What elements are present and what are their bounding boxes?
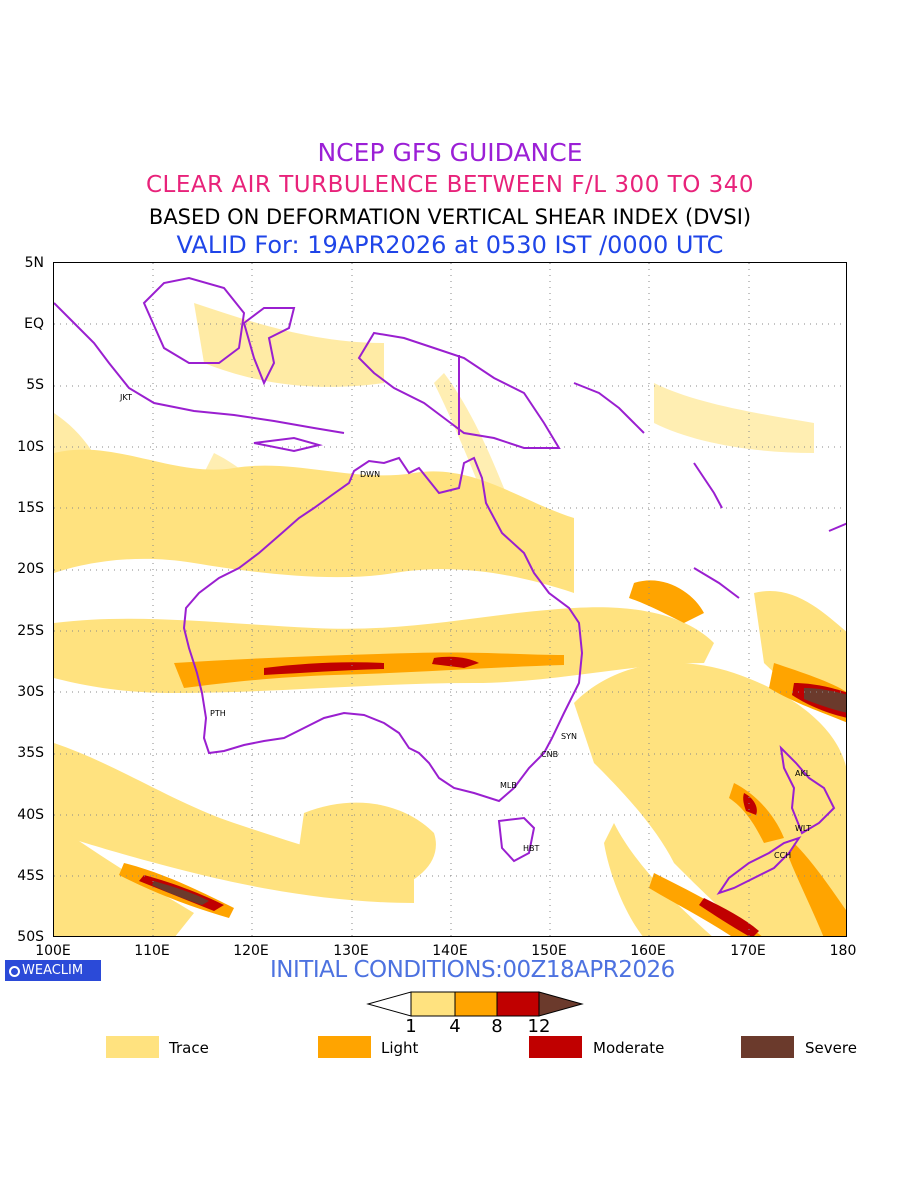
lat-label: 10S — [17, 439, 44, 455]
colorbar-tick: 12 — [527, 1016, 551, 1037]
vanuatu-coast — [693, 462, 723, 509]
lon-label: 140E — [432, 943, 468, 959]
sulawesi-coast — [242, 307, 296, 386]
logo-icon — [9, 966, 20, 977]
trace-shading — [54, 303, 846, 936]
nz-north-coast — [779, 745, 836, 835]
lon-label: 100E — [35, 943, 71, 959]
colorbar-below-1 — [366, 991, 412, 1017]
coastlines — [54, 276, 846, 895]
colorbar-light — [454, 991, 498, 1017]
colorbar-tick: 8 — [491, 1016, 503, 1037]
lon-label: 130E — [333, 943, 369, 959]
weaclim-logo: WEACLIM — [5, 960, 101, 981]
colorbar-severe — [538, 991, 584, 1017]
lat-label: 15S — [17, 500, 44, 516]
city-label: HBT — [523, 844, 540, 853]
title-line-3: BASED ON DEFORMATION VERTICAL SHEAR INDE… — [148, 205, 752, 229]
city-label: MLB — [500, 781, 517, 790]
lon-label: 110E — [134, 943, 170, 959]
new-caledonia-coast — [693, 567, 740, 599]
lat-label: 20S — [17, 561, 44, 577]
valid-time: VALID For: 19APR2026 at 0530 IST /0000 U… — [176, 231, 724, 259]
city-label: JKT — [119, 393, 132, 402]
legend-swatch-moderate — [529, 1036, 582, 1058]
lat-label: 50S — [17, 929, 44, 945]
turbulence-map: JKT DWN PTH SYN CNB MLB HBT AKL WLT CCH — [53, 262, 847, 937]
map-canvas: JKT DWN PTH SYN CNB MLB HBT AKL WLT CCH — [54, 263, 846, 936]
title-line-1: NCEP GFS GUIDANCE — [317, 138, 583, 167]
tasmania-coast — [497, 816, 536, 863]
lat-label: 45S — [17, 868, 44, 884]
colorbar — [366, 991, 584, 1017]
australia-coast — [182, 456, 584, 803]
colorbar-trace — [410, 991, 456, 1017]
borneo-coast — [142, 276, 246, 364]
new-guinea-coast — [357, 331, 561, 449]
logo-text: WEACLIM — [22, 963, 84, 978]
colorbar-moderate — [496, 991, 540, 1017]
city-label: CNB — [541, 750, 558, 759]
initial-conditions: INITIAL CONDITIONS:00Z18APR2026 — [270, 957, 675, 983]
city-label: WLT — [795, 824, 811, 833]
severe-shading — [152, 688, 846, 905]
lat-label: 5N — [24, 255, 44, 271]
lon-label: 150E — [531, 943, 567, 959]
legend-swatch-light — [318, 1036, 371, 1058]
legend-swatch-trace — [106, 1036, 159, 1058]
colorbar-tick: 4 — [449, 1016, 461, 1037]
title-line-2: CLEAR AIR TURBULENCE BETWEEN F/L 300 TO … — [145, 172, 755, 198]
lat-label: 25S — [17, 623, 44, 639]
lat-label: 35S — [17, 745, 44, 761]
legend-label-light: Light — [381, 1039, 419, 1057]
lat-label: 40S — [17, 807, 44, 823]
city-labels: JKT DWN PTH SYN CNB MLB HBT AKL WLT CCH — [119, 393, 811, 860]
legend-label-severe: Severe — [805, 1039, 857, 1057]
lon-label: 120E — [233, 943, 269, 959]
lat-label: 30S — [17, 684, 44, 700]
city-label: SYN — [561, 732, 577, 741]
legend-label-trace: Trace — [169, 1039, 209, 1057]
timor-coast — [253, 436, 323, 453]
solomons-coast — [573, 382, 645, 434]
fiji-coast — [828, 522, 846, 532]
city-label: DWN — [360, 470, 380, 479]
colorbar-tick: 1 — [405, 1016, 417, 1037]
lat-label: EQ — [24, 316, 44, 332]
sumatra-java-coast — [54, 302, 345, 434]
lon-label: 160E — [630, 943, 666, 959]
city-label: CCH — [774, 851, 791, 860]
legend-swatch-severe — [741, 1036, 794, 1058]
lat-label: 5S — [26, 377, 44, 393]
lon-label: 180 — [829, 943, 857, 959]
lat-lon-grid — [54, 263, 846, 936]
nz-south-coast — [716, 836, 802, 895]
lon-label: 170E — [730, 943, 766, 959]
city-label: PTH — [210, 709, 226, 718]
legend-label-moderate: Moderate — [593, 1039, 665, 1057]
city-label: AKL — [795, 769, 811, 778]
